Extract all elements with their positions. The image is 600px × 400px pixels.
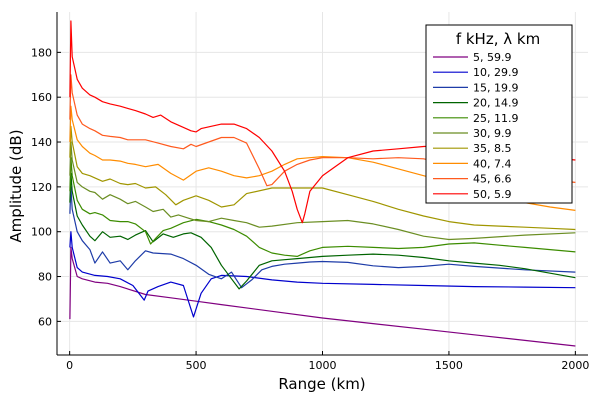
axes: 0 500 1000 1500 2000 60 80 100 120 140 160 180 <box>31 12 589 372</box>
x-tick-label: 1000 <box>309 359 337 372</box>
series-line <box>69 246 576 347</box>
legend-label: 5, 59.9 <box>473 51 511 64</box>
series-line <box>69 74 576 187</box>
y-tick-label: 80 <box>38 271 52 284</box>
series-line <box>69 105 576 211</box>
legend-box <box>425 24 573 204</box>
series-line <box>69 231 576 318</box>
series-line <box>69 141 576 241</box>
y-tick-label: 180 <box>31 46 52 59</box>
y-tick-label: 60 <box>38 315 52 328</box>
y-tick-label: 100 <box>31 226 52 239</box>
legend-label: 15, 19.9 <box>473 81 518 94</box>
legend-label: 35, 8.5 <box>473 142 511 155</box>
y-tick-label: 140 <box>31 136 52 149</box>
x-tick-label: 2000 <box>561 359 589 372</box>
legend: f kHz, λ km 5, 59.9 10, 29.9 15, 19.9 20, 1… <box>425 24 573 204</box>
y-tick-label: 120 <box>31 181 52 194</box>
legend-title: f kHz, λ km <box>456 30 540 48</box>
legend-label: 10, 29.9 <box>473 66 518 79</box>
series-line <box>69 172 576 290</box>
legend-label: 45, 6.6 <box>473 173 511 186</box>
x-tick-label: 1500 <box>435 359 463 372</box>
series-lines <box>69 20 576 347</box>
legend-label: 30, 9.9 <box>473 127 511 140</box>
legend-label: 25, 11.9 <box>473 112 518 125</box>
series-line <box>69 186 576 289</box>
legend-label: 50, 5.9 <box>473 188 511 201</box>
series-line <box>69 125 576 231</box>
x-tick-label: 0 <box>66 359 73 372</box>
legend-entries: 5, 59.9 10, 29.9 15, 19.9 20, 14.9 25, 11.9 3… <box>433 51 518 201</box>
x-tick-label: 500 <box>186 359 207 372</box>
y-axis-label: Amplitude (dB) <box>7 129 25 242</box>
x-axis-label: Range (km) <box>278 375 365 393</box>
legend-label: 20, 14.9 <box>473 97 518 110</box>
y-tick-label: 160 <box>31 91 52 104</box>
series-line <box>69 20 576 224</box>
legend-label: 40, 7.4 <box>473 157 511 170</box>
axis-labels: Range (km) Amplitude (dB) <box>7 129 366 393</box>
